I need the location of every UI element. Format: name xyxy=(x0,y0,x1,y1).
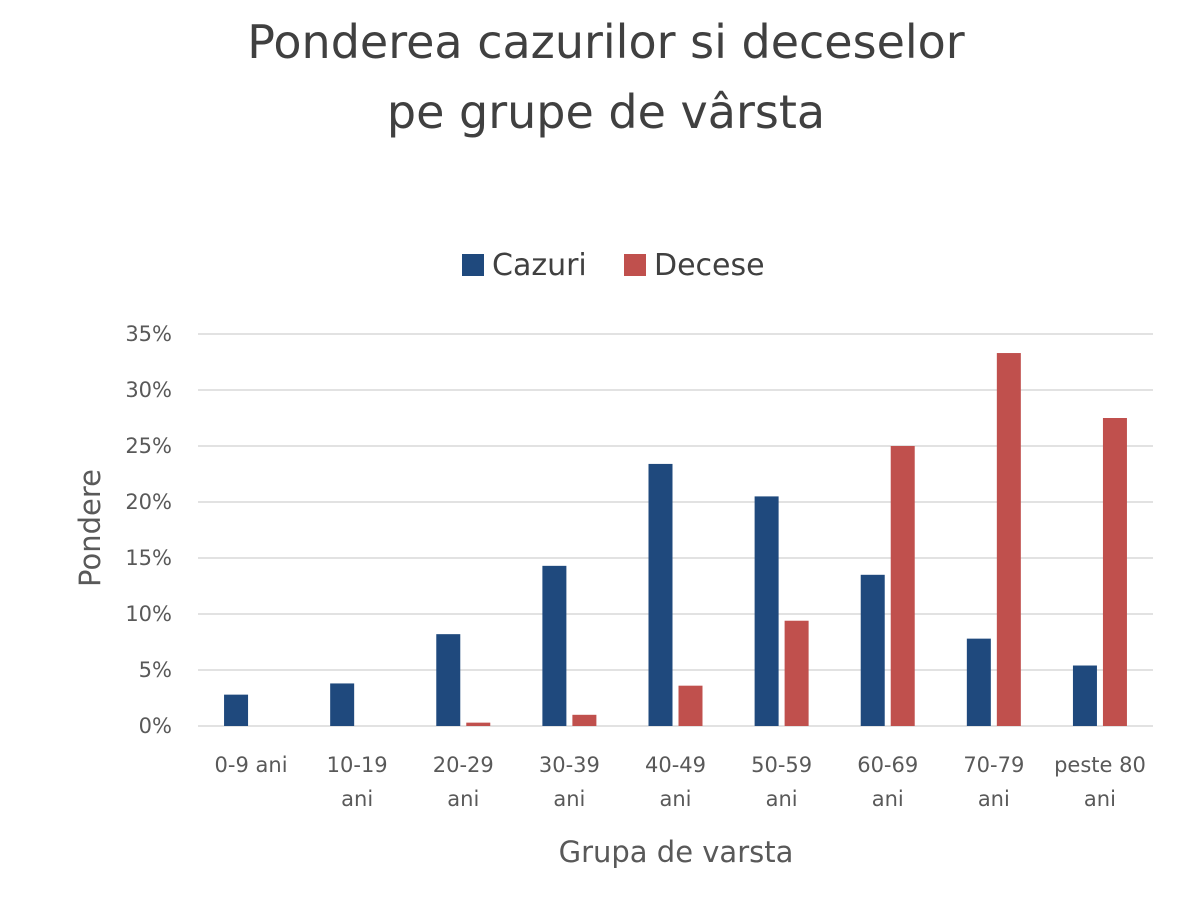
bar-cazuri-0 xyxy=(224,694,249,726)
x-tick-label: ani xyxy=(872,787,904,811)
x-tick-label: ani xyxy=(1084,787,1116,811)
y-tick-label: 5% xyxy=(139,658,172,682)
x-tick-label: ani xyxy=(553,787,585,811)
x-tick-label: ani xyxy=(341,787,373,811)
legend: Cazuri Decese xyxy=(462,248,765,283)
bar-decese-5 xyxy=(784,620,809,726)
x-tick-label: 0-9 ani xyxy=(215,753,288,777)
x-tick-label: 60-69 xyxy=(857,753,918,777)
bar-cazuri-1 xyxy=(330,683,355,726)
y-tick-label: 30% xyxy=(125,378,172,402)
gridlines xyxy=(198,333,1153,727)
bar-decese-2 xyxy=(466,722,491,726)
legend-swatch-cazuri xyxy=(462,254,484,276)
bar-cazuri-3 xyxy=(542,565,567,726)
legend-swatch-decese xyxy=(624,254,646,276)
x-tick-label: 30-39 xyxy=(539,753,600,777)
y-tick-label: 25% xyxy=(125,434,172,458)
chart-title-line-1: Ponderea cazurilor si deceselor xyxy=(247,15,964,69)
y-tick-label: 20% xyxy=(125,490,172,514)
bar-cazuri-2 xyxy=(436,634,461,726)
bar-decese-6 xyxy=(890,446,915,726)
x-axis-ticks: 0-9 ani 10-19 ani 20-29 ani 30-39 ani 40-49 ani 5… xyxy=(215,753,1146,811)
x-tick-label: ani xyxy=(659,787,691,811)
x-tick-label: 40-49 xyxy=(645,753,706,777)
legend-label-decese: Decese xyxy=(654,248,765,283)
legend-label-cazuri: Cazuri xyxy=(492,248,587,283)
bar-cazuri-4 xyxy=(648,463,673,726)
bar-decese-7 xyxy=(996,353,1021,726)
bar-decese-4 xyxy=(678,685,703,726)
x-tick-label: ani xyxy=(447,787,479,811)
y-tick-label: 15% xyxy=(125,546,172,570)
x-tick-label: peste 80 xyxy=(1054,753,1146,777)
bar-decese-3 xyxy=(572,714,597,726)
x-axis-title: Grupa de varsta xyxy=(559,835,794,869)
bar-cazuri-8 xyxy=(1072,665,1097,726)
y-tick-label: 10% xyxy=(125,602,172,626)
x-tick-label: 10-19 xyxy=(327,753,388,777)
bar-cazuri-5 xyxy=(754,496,779,726)
bars xyxy=(224,353,1127,726)
bar-cazuri-7 xyxy=(966,638,991,726)
y-tick-label: 0% xyxy=(139,714,172,738)
chart-title-line-2: pe grupe de vârsta xyxy=(387,85,825,139)
chart-title: Ponderea cazurilor si deceselor pe grupe… xyxy=(247,15,964,139)
x-tick-label: 50-59 xyxy=(751,753,812,777)
x-tick-label: ani xyxy=(978,787,1010,811)
bar-cazuri-6 xyxy=(860,574,885,726)
y-tick-label: 35% xyxy=(125,322,172,346)
x-tick-label: 20-29 xyxy=(433,753,494,777)
x-tick-label: 70-79 xyxy=(963,753,1024,777)
bar-decese-8 xyxy=(1102,418,1127,726)
y-axis-title: Pondere xyxy=(73,469,107,587)
y-axis-ticks: 0% 5% 10% 15% 20% 25% 30% 35% xyxy=(125,322,172,738)
x-tick-label: ani xyxy=(766,787,798,811)
